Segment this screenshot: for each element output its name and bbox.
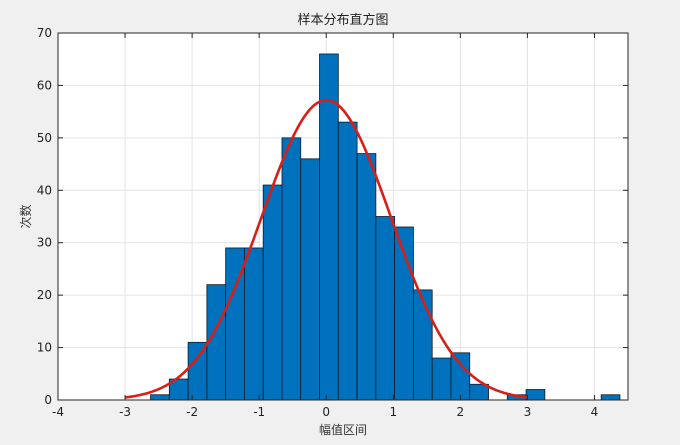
y-tick-label: 40 bbox=[37, 183, 52, 197]
chart-title: 样本分布直方图 bbox=[297, 12, 388, 28]
histogram-bar bbox=[281, 137, 302, 401]
histogram-bar bbox=[319, 53, 339, 401]
x-tick-label: 2 bbox=[457, 405, 465, 419]
histogram-bar bbox=[337, 121, 358, 401]
histogram-bars bbox=[150, 53, 621, 401]
x-tick-label: -2 bbox=[186, 405, 198, 419]
x-tick-label: -4 bbox=[52, 405, 64, 419]
histogram-bar bbox=[600, 394, 621, 401]
histogram-bar bbox=[469, 383, 489, 401]
plot-frame bbox=[57, 32, 629, 401]
y-tick-label: 20 bbox=[37, 288, 52, 302]
histogram-bar bbox=[525, 389, 546, 401]
axis-ticks bbox=[57, 32, 628, 401]
histogram-bar bbox=[356, 153, 377, 401]
y-tick-label: 60 bbox=[37, 78, 52, 92]
y-tick-label: 0 bbox=[44, 393, 52, 407]
x-tick-label: 0 bbox=[322, 405, 330, 419]
x-tick-label: 3 bbox=[524, 405, 532, 419]
histogram-bar bbox=[431, 357, 452, 401]
x-tick-label: -1 bbox=[253, 405, 265, 419]
x-axis-label: 幅值区间 bbox=[319, 422, 367, 437]
histogram-bar bbox=[300, 158, 320, 401]
histogram-bar bbox=[262, 184, 283, 401]
x-tick-labels: -4 -3 -2 -1 0 1 2 3 4 bbox=[52, 405, 598, 419]
x-tick-label: -3 bbox=[119, 405, 131, 419]
y-tick-label: 50 bbox=[37, 131, 52, 145]
histogram-bar bbox=[413, 289, 433, 401]
histogram-bar bbox=[244, 247, 264, 401]
histogram-bar bbox=[150, 394, 170, 401]
y-tick-label: 10 bbox=[37, 341, 52, 355]
histogram-bar bbox=[187, 341, 208, 401]
y-tick-label: 30 bbox=[37, 236, 52, 250]
x-tick-label: 4 bbox=[591, 405, 599, 419]
y-tick-labels: 0 10 20 30 40 50 60 70 bbox=[37, 26, 52, 407]
normal-fit-curve bbox=[124, 98, 528, 399]
y-axis-label: 次数 bbox=[18, 204, 33, 228]
x-tick-label: 1 bbox=[389, 405, 397, 419]
histogram-bar bbox=[375, 216, 396, 401]
histogram-bar bbox=[206, 284, 227, 401]
histogram-bar bbox=[450, 352, 471, 401]
y-tick-label: 70 bbox=[37, 26, 52, 40]
